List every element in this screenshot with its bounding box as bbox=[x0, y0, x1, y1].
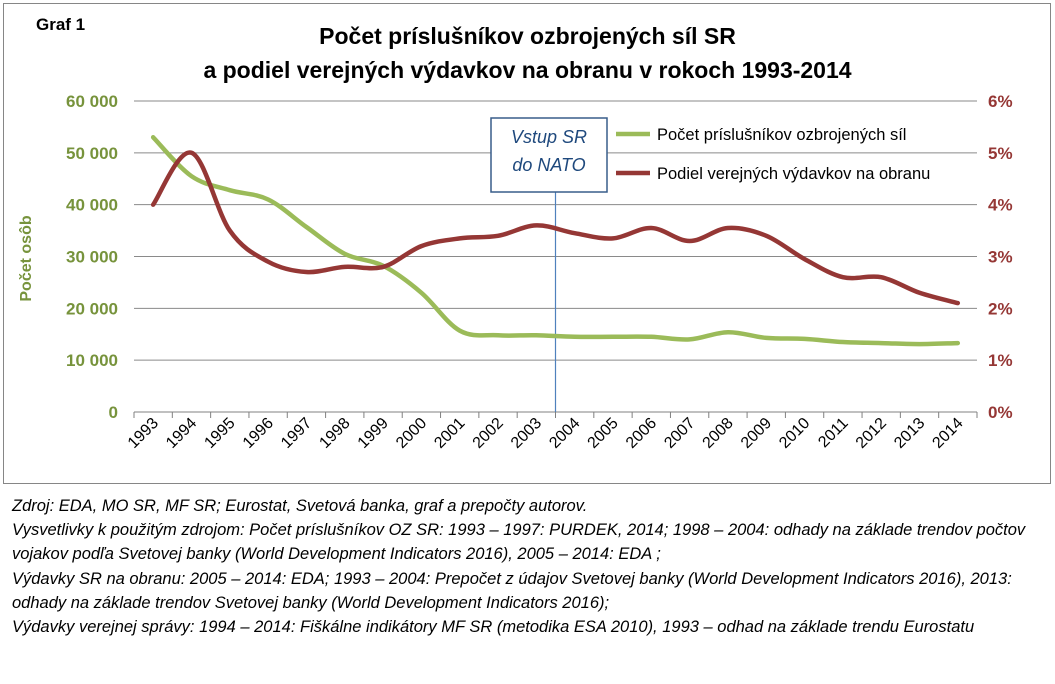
y-right-tick-label: 1% bbox=[988, 351, 1013, 370]
nato-annotation-text: Vstup SR bbox=[511, 127, 587, 147]
y-right-tick-label: 2% bbox=[988, 299, 1013, 318]
x-tick-label: 2005 bbox=[585, 415, 622, 452]
x-tick-label: 1995 bbox=[201, 415, 238, 452]
x-tick-label: 2002 bbox=[470, 415, 507, 452]
legend-label: Podiel verejných výdavkov na obranu bbox=[657, 165, 930, 183]
x-tick-label: 2003 bbox=[508, 415, 545, 452]
graph-label: Graf 1 bbox=[36, 15, 86, 34]
chart-frame bbox=[3, 3, 1051, 484]
chart-title-line-2: a podiel verejných výdavkov na obranu v … bbox=[203, 57, 852, 83]
note-source: Zdroj: EDA, MO SR, MF SR; Eurostat, Svet… bbox=[12, 497, 588, 515]
x-tick-label: 2000 bbox=[393, 415, 430, 452]
chart-title-line-1: Počet príslušníkov ozbrojených síl SR bbox=[319, 23, 736, 49]
y-left-tick-label: 50 000 bbox=[66, 144, 118, 163]
nato-annotation-box bbox=[490, 117, 608, 193]
x-tick-label: 1993 bbox=[125, 415, 162, 452]
series-line-personnel bbox=[150, 135, 961, 347]
y-left-axis-title: Počet osôb bbox=[18, 215, 35, 301]
note-government-spending: Výdavky verejnej správy: 1994 – 2014: Fi… bbox=[12, 618, 975, 637]
y-left-tick-label: 0 bbox=[109, 403, 118, 422]
x-tick-label: 2012 bbox=[853, 415, 890, 452]
x-tick-label: 2008 bbox=[700, 415, 737, 452]
y-left-tick-label: 60 000 bbox=[66, 92, 118, 111]
x-tick-label: 2013 bbox=[891, 415, 928, 452]
nato-annotation-text: do NATO bbox=[512, 155, 585, 175]
x-tick-label: 1998 bbox=[316, 415, 353, 452]
source-notes: Zdroj: EDA, MO SR, MF SR; Eurostat, Svet… bbox=[12, 494, 1047, 639]
note-sources-explanation: Vysvetlivky k použitým zdrojom: Počet pr… bbox=[12, 521, 1026, 564]
y-right-tick-label: 6% bbox=[988, 92, 1013, 111]
note-defense-spending: Výdavky SR na obranu: 2005 – 2014: EDA; … bbox=[12, 569, 1012, 612]
x-tick-label: 1999 bbox=[355, 415, 392, 452]
y-left-tick-label: 10 000 bbox=[66, 351, 118, 370]
x-tick-label: 2010 bbox=[776, 415, 813, 452]
x-tick-label: 1997 bbox=[278, 415, 315, 452]
x-tick-label: 1996 bbox=[240, 415, 277, 452]
series-line-defense-spending bbox=[150, 150, 961, 306]
x-tick-label: 2009 bbox=[738, 415, 775, 452]
x-tick-label: 2006 bbox=[623, 415, 660, 452]
y-right-tick-label: 5% bbox=[988, 144, 1013, 163]
x-tick-label: 2001 bbox=[431, 415, 468, 452]
y-right-tick-label: 4% bbox=[988, 196, 1013, 215]
y-right-tick-label: 0% bbox=[988, 403, 1013, 422]
legend-label: Počet príslušníkov ozbrojených síl bbox=[657, 126, 906, 144]
x-tick-label: 1994 bbox=[163, 415, 200, 452]
chart-plot: 0 10 000 20 000 30 000 40 000 50 000 60 000 0% 1… bbox=[18, 92, 1013, 452]
x-tick-label: 2004 bbox=[546, 415, 583, 452]
x-tick-label: 2011 bbox=[815, 415, 851, 451]
y-left-tick-label: 20 000 bbox=[66, 299, 118, 318]
y-left-tick-label: 40 000 bbox=[66, 196, 118, 215]
y-left-tick-label: 30 000 bbox=[66, 248, 118, 267]
y-right-tick-label: 3% bbox=[988, 248, 1013, 267]
x-tick-label: 2007 bbox=[661, 415, 698, 452]
x-tick-label: 2014 bbox=[929, 415, 966, 452]
